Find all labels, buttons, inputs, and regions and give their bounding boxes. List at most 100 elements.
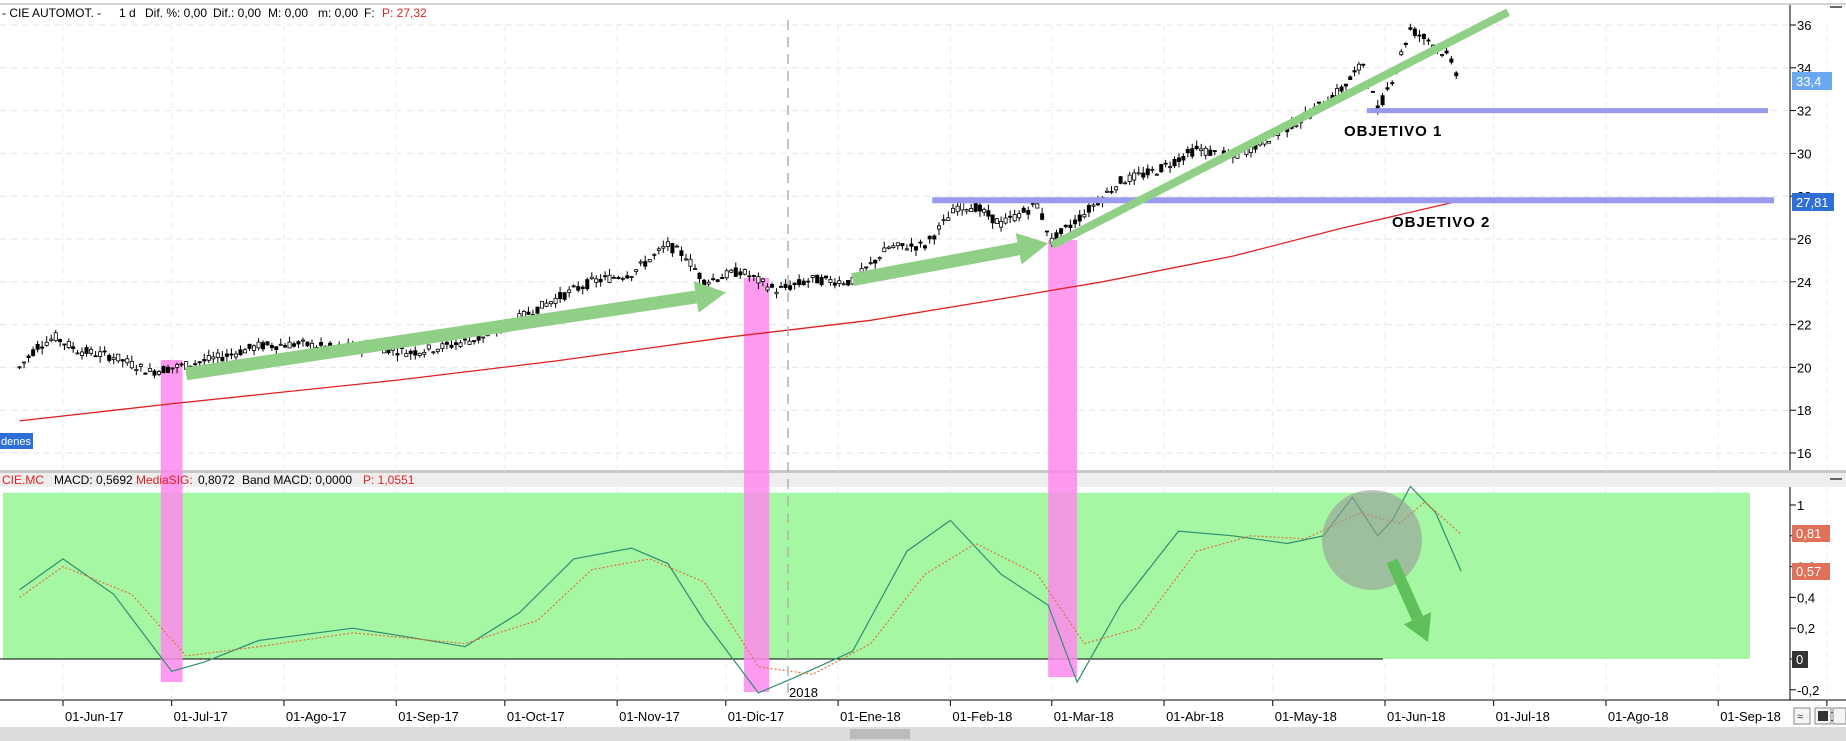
candle-body [197,361,202,364]
candle-body [562,292,567,300]
candle-body [900,243,905,247]
price-tick-label: 20 [1797,360,1811,375]
date-tick-label: 01-Jun-17 [65,709,124,724]
candle-body [877,257,882,260]
candle-body [93,355,98,358]
candle-body [84,347,89,354]
candle-body [1352,70,1357,73]
candle-body [960,202,965,211]
candle-body [1370,91,1375,93]
candle-body [1356,63,1361,71]
candle-body [31,349,36,356]
candle-body [444,341,449,345]
dif-label: Dif.: 0,00 [213,6,261,20]
candle-body [706,281,711,285]
candle-body [102,350,107,353]
candle-body [788,285,793,290]
options-button[interactable] [1832,707,1846,725]
candle-body [923,245,928,249]
last-price-badge-text: 33,4 [1796,74,1821,89]
candle-body [1426,39,1431,42]
divergence-circle [1322,490,1422,590]
candle-body [1316,101,1321,104]
date-tick-label: 01-May-18 [1275,709,1337,724]
candle-body [846,280,851,286]
candle-body [864,266,869,269]
macd-value-label: MACD: 0,5692 [54,473,133,487]
candle-body [1040,213,1045,220]
trend-arrow-shaft [851,242,1020,287]
candle-body [458,342,463,347]
candle-body [747,275,752,278]
date-tick-label: 01-Jul-18 [1496,709,1550,724]
max-label: M: 0,00 [268,6,308,20]
candle-body [1003,217,1008,224]
price-tick-label: 30 [1797,146,1811,161]
zero-badge-text: 0 [1796,652,1803,667]
candle-body [156,371,161,375]
candle-body [413,350,418,356]
scroll-handle[interactable] [850,729,910,739]
candle-body [404,353,409,357]
price-tick-label: 18 [1797,403,1811,418]
candle-body [526,311,531,315]
candle-body [683,258,688,261]
candle-body [576,286,581,291]
candle-body [625,275,630,279]
objective-level-badge [1792,193,1834,211]
candle-body [797,279,802,286]
candle-body [634,269,639,272]
candle-body [1199,148,1204,152]
ordenes-tag[interactable] [0,433,33,449]
moving-average-line [19,199,1462,422]
candle-body [481,336,486,339]
candle-body [1017,213,1022,219]
candle-body [1159,164,1164,173]
candle-body [261,342,266,350]
candle-body [89,349,94,354]
minimize-button[interactable] [1830,6,1842,8]
candle-body [913,246,918,251]
candle-body [1440,54,1445,56]
save-icon [1818,711,1828,721]
candle-body [964,209,969,212]
candle-body [1114,186,1119,191]
candle-body [841,283,846,286]
candle-body [936,225,941,230]
candle-body [111,357,116,360]
candle-body [467,340,472,345]
macd-badge [1792,563,1830,580]
candle-body [143,372,148,375]
candle-body [1348,76,1353,80]
date-tick-label: 01-Jul-17 [174,709,228,724]
zoom-fit-button[interactable] [1793,707,1811,725]
candle-body [580,286,585,289]
candle-body [1208,149,1213,156]
candle-body [1361,63,1366,66]
zero-badge [1792,651,1808,668]
signal-badge [1792,525,1830,542]
candle-body [1150,168,1155,171]
candle-body [224,353,229,357]
candle-body [1105,190,1110,193]
candle-body [40,346,45,349]
candle-body [1035,203,1040,209]
candle-body [71,346,76,350]
candle-body [1412,28,1417,36]
candle-body [17,366,22,369]
candle-body [453,342,458,345]
candle-body [476,335,481,341]
candle-body [819,276,824,286]
candle-body [175,364,180,368]
candle-body [1073,219,1078,225]
price-label: P: 27,32 [382,6,427,20]
macd-minimize-button[interactable] [1830,478,1842,480]
candle-body [756,276,761,284]
highlight-band [743,278,770,692]
candle-body [558,292,563,300]
candle-body [769,284,774,288]
candle-body [22,361,27,364]
candle-body [1339,86,1344,92]
candle-body [895,242,900,247]
candle-body [472,340,477,343]
